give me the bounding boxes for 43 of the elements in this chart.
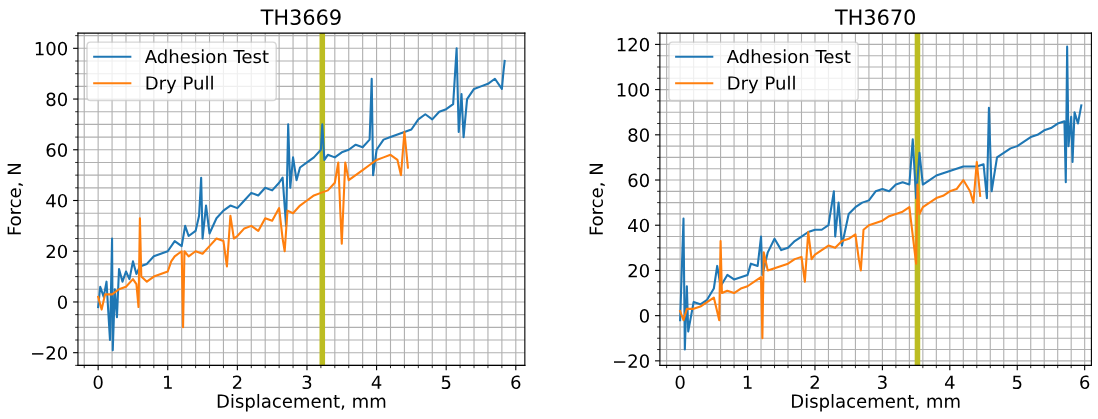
y-tick-label: −20: [32, 346, 68, 360]
line-series: [679, 45, 1083, 351]
line-series: [97, 47, 506, 352]
legend-label: Adhesion Test: [726, 49, 851, 64]
y-axis-title: Force, N: [7, 164, 23, 235]
x-tick-label: 4: [944, 375, 955, 389]
chart-title: TH3669: [260, 9, 341, 26]
y-tick-label: 20: [46, 244, 68, 259]
x-tick-label: 3: [878, 375, 887, 390]
x-tick-label: 6: [1080, 375, 1090, 390]
legend-label: Adhesion Test: [144, 49, 269, 64]
y-tick-label: 80: [628, 128, 649, 142]
x-tick-label: 0: [675, 375, 685, 390]
x-axis-title: Displacement, mm: [217, 393, 386, 412]
x-axis-title: Displacement, mm: [792, 393, 960, 412]
legend-label: Dry Pull: [146, 75, 213, 94]
y-tick-label: 60: [628, 173, 649, 188]
y-tick-label: 40: [46, 193, 68, 208]
y-tick-label: 60: [46, 143, 68, 157]
y-tick-label: 120: [617, 37, 649, 52]
x-tick-label: 2: [232, 375, 242, 389]
x-tick-label: 5: [1012, 375, 1022, 390]
y-tick-label: 100: [617, 83, 649, 97]
y-tick-label: 100: [35, 41, 68, 56]
y-tick-label: 0: [57, 295, 68, 310]
y-tick-label: 40: [628, 218, 649, 233]
y-tick-label: 0: [639, 309, 649, 323]
legend-label: Dry Pull: [728, 75, 795, 94]
y-tick-label: −20: [613, 354, 649, 368]
x-tick-label: 5: [441, 375, 451, 390]
chart-title: TH3670: [834, 9, 915, 26]
x-tick-label: 3: [302, 375, 312, 390]
line-series: [97, 130, 409, 329]
x-tick-label: 4: [371, 375, 382, 389]
y-axis-title: Force, N: [589, 164, 605, 235]
x-tick-label: 0: [93, 375, 103, 390]
y-tick-label: 80: [46, 92, 68, 107]
line-series: [679, 160, 982, 340]
x-tick-label: 1: [163, 375, 172, 389]
x-tick-label: 6: [511, 375, 521, 390]
y-tick-label: 20: [628, 263, 649, 278]
x-tick-label: 1: [743, 375, 752, 389]
x-tick-label: 2: [810, 375, 819, 389]
